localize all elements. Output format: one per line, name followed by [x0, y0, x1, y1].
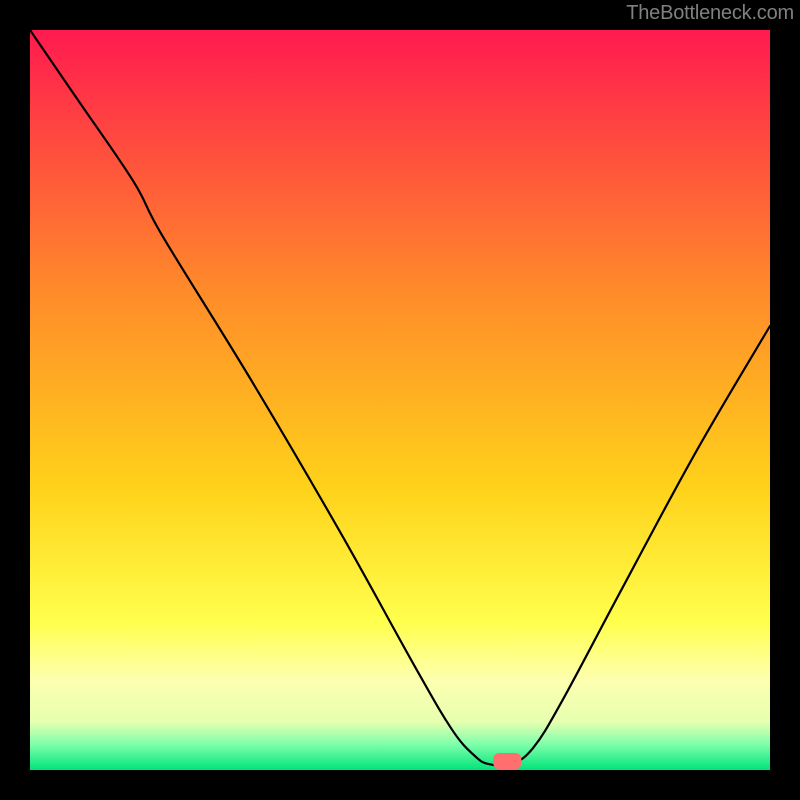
plot-background — [30, 30, 770, 770]
watermark-text: TheBottleneck.com — [626, 2, 794, 25]
stage: TheBottleneck.com — [0, 0, 800, 800]
plot-svg — [0, 0, 800, 800]
optimum-marker — [493, 753, 521, 769]
